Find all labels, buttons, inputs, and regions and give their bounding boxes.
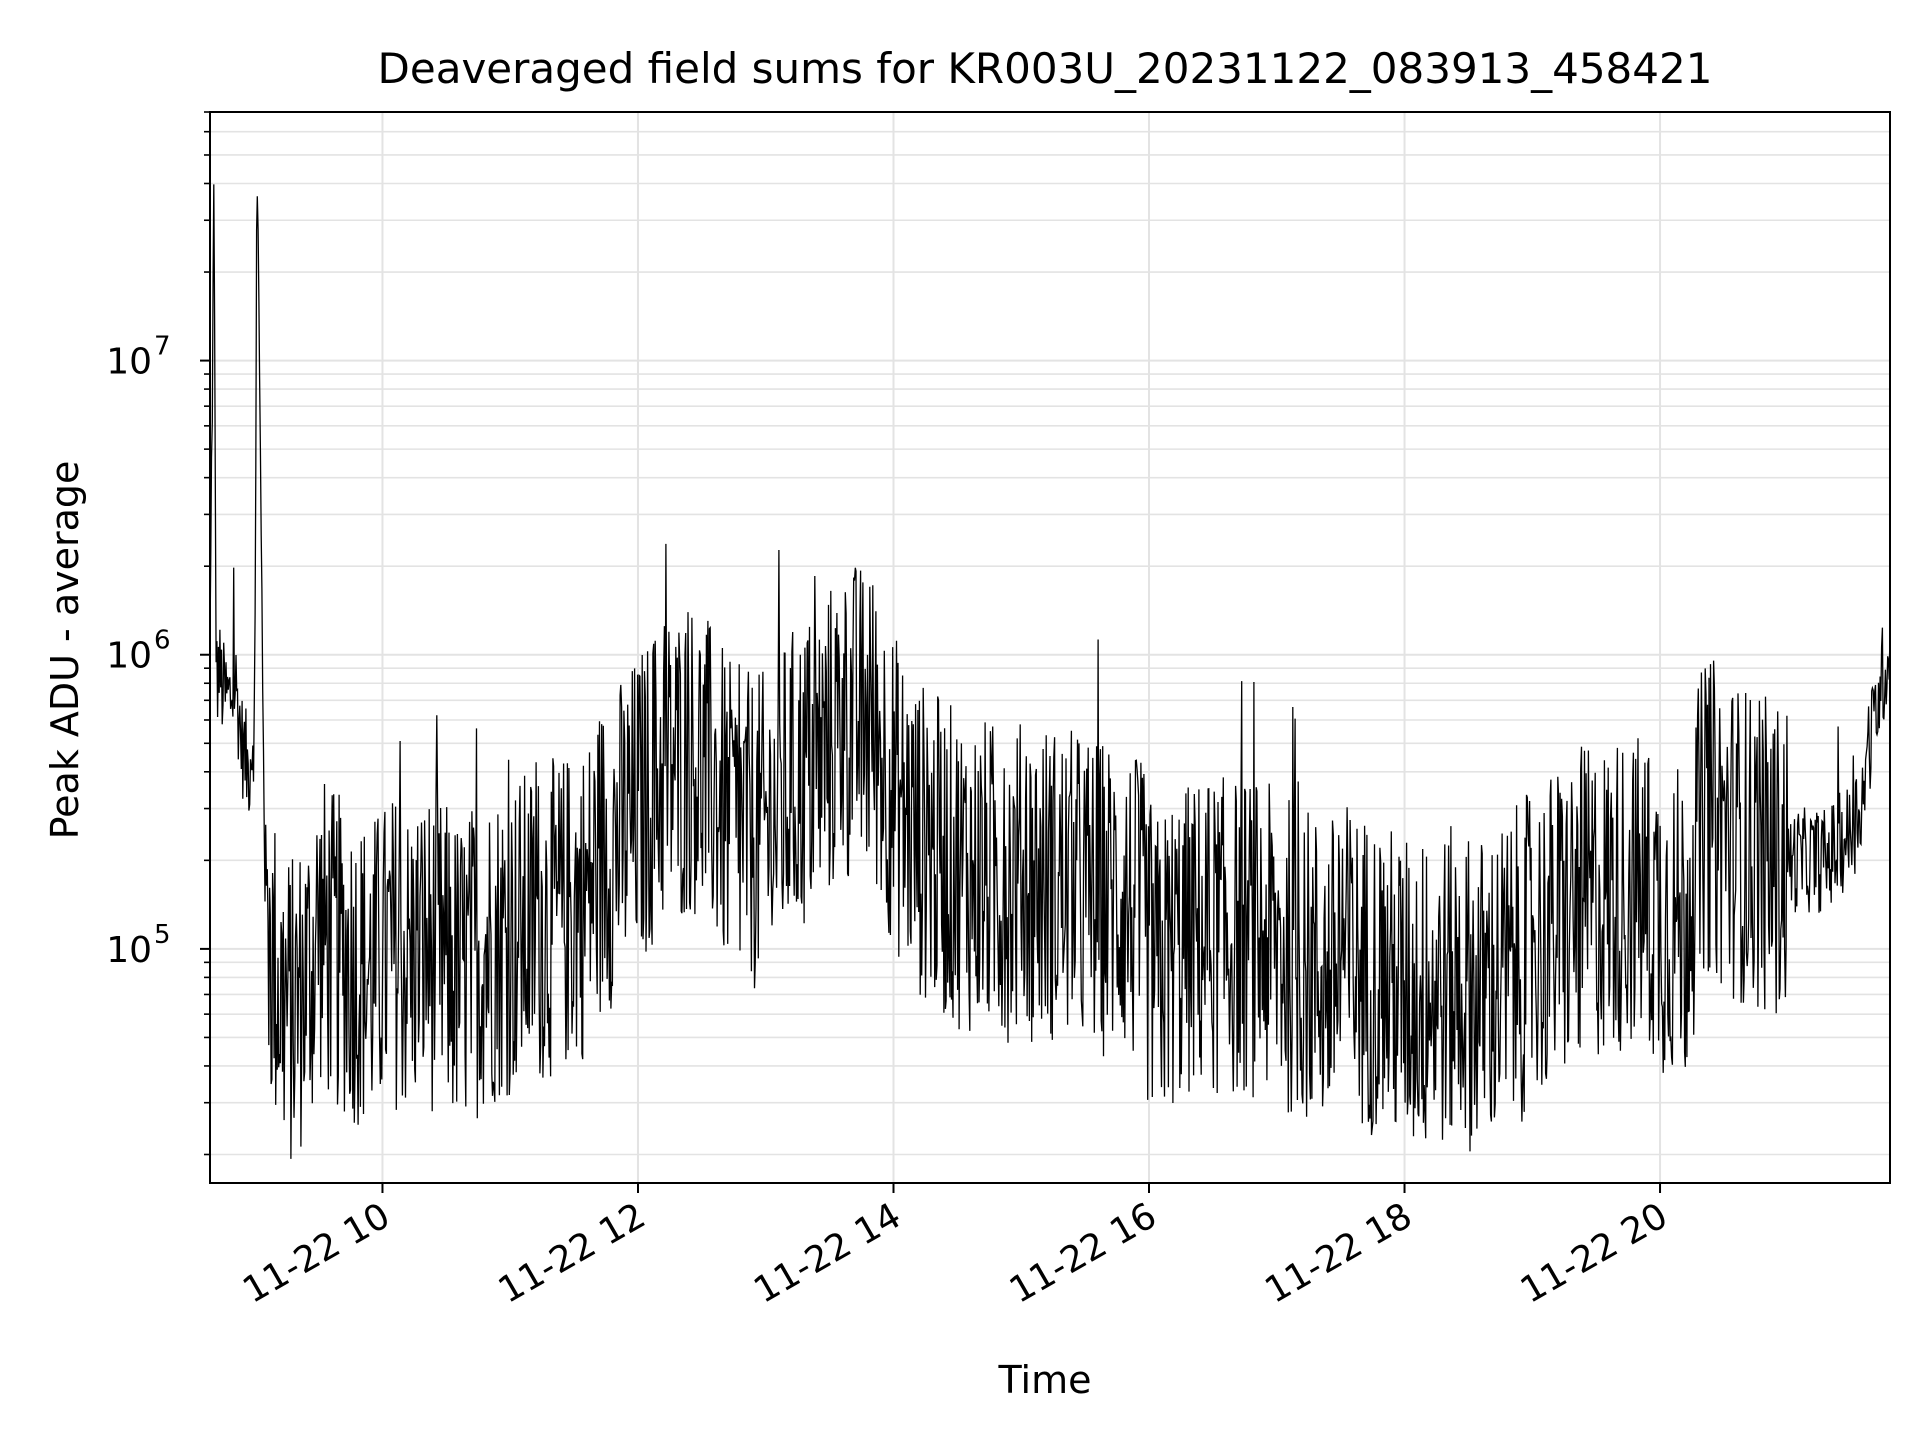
series-line xyxy=(210,184,1890,1159)
chart-title: Deaveraged field sums for KR003U_2023112… xyxy=(378,44,1713,93)
y-tick-label: 10 xyxy=(106,930,152,971)
y-tick-exponent: 7 xyxy=(154,332,171,362)
x-axis-label: Time xyxy=(998,1358,1092,1402)
axes-frame xyxy=(209,111,1891,1184)
y-tick-label: 10 xyxy=(106,636,152,677)
y-tick-exponent: 5 xyxy=(154,920,171,950)
y-tick-exponent: 6 xyxy=(154,626,171,656)
y-tick-label: 10 xyxy=(106,342,152,383)
plot-area xyxy=(210,184,1890,1159)
y-axis-label: Peak ADU - average xyxy=(43,461,87,840)
